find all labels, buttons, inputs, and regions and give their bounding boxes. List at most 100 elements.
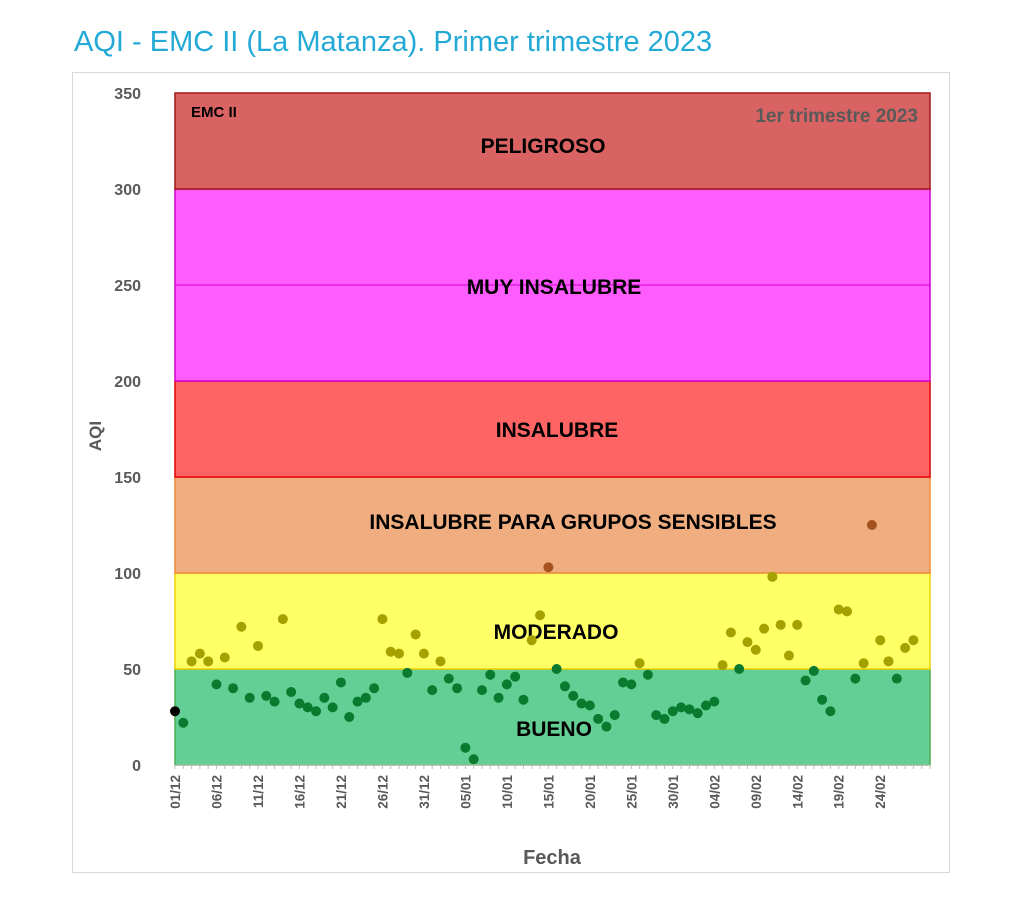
data-point <box>833 604 844 615</box>
data-point <box>244 692 255 703</box>
data-point <box>717 660 728 671</box>
data-point <box>369 683 380 694</box>
data-point <box>427 685 438 696</box>
data-point <box>866 520 877 530</box>
x-tick-label: 06/12 <box>209 775 224 809</box>
band-label: MUY INSALUBRE <box>467 276 642 299</box>
data-point <box>261 690 272 701</box>
data-point <box>700 700 711 711</box>
data-point <box>750 644 761 655</box>
data-point <box>900 642 911 653</box>
inset-station-label: EMC II <box>191 104 237 121</box>
inset-period-label: 1er trimestre 2023 <box>755 106 918 127</box>
band-label: BUENO <box>516 718 592 741</box>
data-point <box>742 637 753 648</box>
data-point <box>535 610 546 621</box>
data-point <box>783 650 794 661</box>
data-point <box>302 702 313 713</box>
data-point <box>850 673 861 684</box>
x-tick-label: 15/01 <box>541 775 556 809</box>
data-point <box>510 671 521 682</box>
data-point <box>626 679 637 690</box>
band-labels: BUENO MODERADO INSALUBRE PARA GRUPOS SENSI… <box>369 135 776 741</box>
data-point <box>584 700 595 711</box>
data-point <box>526 635 537 646</box>
band-insalubre <box>174 380 931 478</box>
data-point <box>410 629 421 640</box>
band-label: INSALUBRE <box>496 419 619 442</box>
x-tick-label: 26/12 <box>375 775 390 809</box>
data-point <box>402 667 413 678</box>
data-point <box>651 710 662 721</box>
data-point <box>443 673 454 684</box>
data-point <box>800 675 811 686</box>
data-point <box>344 712 355 722</box>
data-point <box>219 652 230 663</box>
data-point <box>568 690 579 701</box>
band-bueno <box>174 668 931 766</box>
data-point <box>277 614 288 625</box>
data-point <box>186 656 197 667</box>
data-point <box>394 648 405 659</box>
data-point <box>559 681 570 692</box>
data-point <box>543 562 554 573</box>
y-tick-label: 0 <box>132 758 141 775</box>
data-point <box>858 658 869 669</box>
data-point <box>385 646 396 657</box>
data-point <box>203 656 214 667</box>
data-point <box>609 710 620 721</box>
y-tick-label: 50 <box>123 662 141 679</box>
data-point <box>593 713 604 724</box>
x-tick-label: 24/02 <box>873 775 888 809</box>
data-point <box>460 742 471 753</box>
x-tick-label: 01/12 <box>168 775 183 809</box>
data-point <box>493 692 504 703</box>
data-point <box>792 619 803 630</box>
data-point <box>236 621 247 632</box>
band-peligroso <box>174 92 931 190</box>
y-tick-label: 350 <box>114 86 141 103</box>
x-tick-label: 21/12 <box>334 775 349 809</box>
data-point <box>667 706 678 717</box>
data-points <box>170 520 919 765</box>
data-point <box>642 669 653 680</box>
band-label: PELIGROSO <box>481 135 606 158</box>
data-point <box>825 706 836 717</box>
band-label: INSALUBRE PARA GRUPOS SENSIBLES <box>369 511 776 534</box>
data-point <box>319 692 330 703</box>
data-point <box>468 754 479 765</box>
data-point <box>518 694 529 705</box>
x-tick-label: 05/01 <box>458 775 473 809</box>
data-point <box>842 606 853 617</box>
data-point <box>908 635 919 646</box>
aqi-bands <box>174 92 931 766</box>
data-point <box>252 640 263 651</box>
x-tick-label: 31/12 <box>417 775 432 809</box>
data-point <box>808 665 819 676</box>
x-tick-label: 09/02 <box>749 775 764 809</box>
x-tick-label: 30/01 <box>666 775 681 809</box>
data-point <box>418 648 429 659</box>
data-point <box>476 685 487 696</box>
band-insalubre-para-grupos-sensibles <box>174 476 931 574</box>
data-point <box>170 706 180 717</box>
x-tick-label: 25/01 <box>624 775 639 809</box>
data-point <box>659 713 670 724</box>
data-point <box>775 619 786 630</box>
x-tick-label: 20/01 <box>583 775 598 809</box>
x-tick-label: 11/12 <box>251 775 266 808</box>
data-point <box>891 673 902 684</box>
data-point <box>634 658 645 669</box>
x-axis-label: Fecha <box>523 847 582 869</box>
data-point <box>709 696 720 707</box>
y-tick-label: 200 <box>114 374 141 391</box>
data-point <box>759 623 770 634</box>
chart-title: AQI - EMC II (La Matanza). Primer trimes… <box>74 26 713 58</box>
data-point <box>501 679 512 690</box>
data-point <box>194 648 205 659</box>
data-point <box>551 664 562 674</box>
data-point <box>269 696 280 707</box>
data-point <box>377 614 388 625</box>
x-tick-label: 14/02 <box>790 775 805 809</box>
